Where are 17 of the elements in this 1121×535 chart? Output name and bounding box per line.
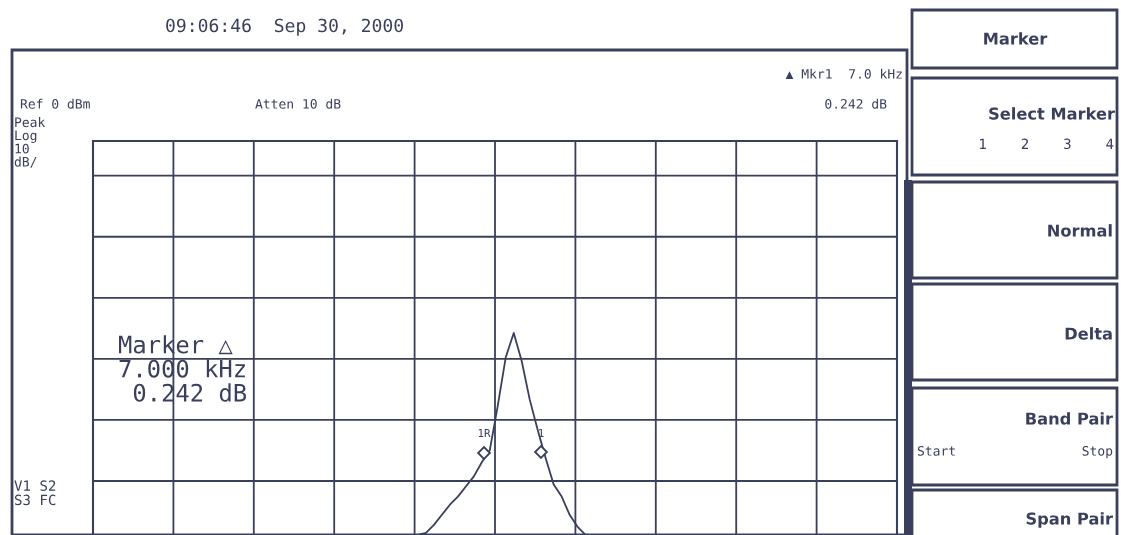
- text: ▲ Mkr1 7.0 kHz: [785, 68, 902, 80]
- text: Atten 10 dB: [255, 98, 341, 109]
- text: Marker: [984, 32, 1048, 45]
- text: 0.242 dB: [825, 98, 887, 109]
- chart-title: 09:06:46 Sep 30, 2000: [166, 18, 403, 36]
- text: Normal: [1048, 224, 1112, 237]
- annotation: 1R: [478, 429, 491, 438]
- text: Delta: [1065, 327, 1112, 340]
- text: 1 2 3 4: [980, 138, 1114, 150]
- text: Band Pair: [1026, 412, 1113, 425]
- text: V1 S2 S3 FC: [14, 480, 56, 506]
- text: Stop: [1082, 445, 1113, 459]
- text: Span Pair: [1026, 512, 1113, 528]
- text: Start: [917, 445, 955, 456]
- text: Peak Log 10 dB/: [14, 117, 46, 168]
- text: Ref 0 dBm: [20, 98, 90, 109]
- text: Select Marker: [989, 107, 1115, 120]
